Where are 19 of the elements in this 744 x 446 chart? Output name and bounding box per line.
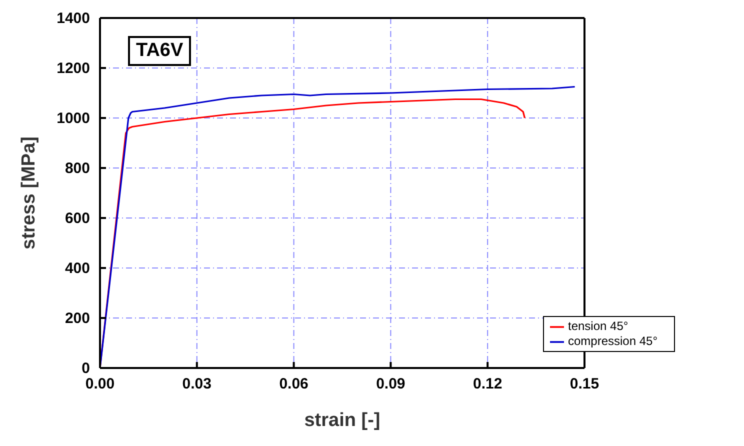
y-tick-label: 600 bbox=[64, 210, 90, 227]
x-tick-label: 0.15 bbox=[570, 376, 600, 393]
y-tick-label: 1200 bbox=[56, 60, 90, 77]
x-tick-label: 0.09 bbox=[376, 376, 406, 393]
annotation: TA6V bbox=[128, 36, 192, 66]
x-tick-label: 0.00 bbox=[85, 376, 115, 393]
x-tick-label: 0.12 bbox=[472, 376, 502, 393]
y-tick-label: 200 bbox=[64, 310, 90, 327]
legend-label: compression 45° bbox=[568, 334, 658, 348]
y-axis-title: stress [MPa] bbox=[18, 136, 40, 250]
y-tick-label: 0 bbox=[82, 360, 90, 377]
y-tick-label: 800 bbox=[64, 160, 90, 177]
x-tick-label: 0.03 bbox=[182, 376, 212, 393]
x-axis-title: strain [-] bbox=[304, 410, 380, 431]
y-tick-label: 1400 bbox=[56, 10, 90, 27]
y-tick-label: 400 bbox=[64, 260, 90, 277]
y-tick-label: 1000 bbox=[56, 110, 90, 127]
legend-label: tension 45° bbox=[568, 319, 628, 333]
x-tick-label: 0.06 bbox=[279, 376, 308, 393]
